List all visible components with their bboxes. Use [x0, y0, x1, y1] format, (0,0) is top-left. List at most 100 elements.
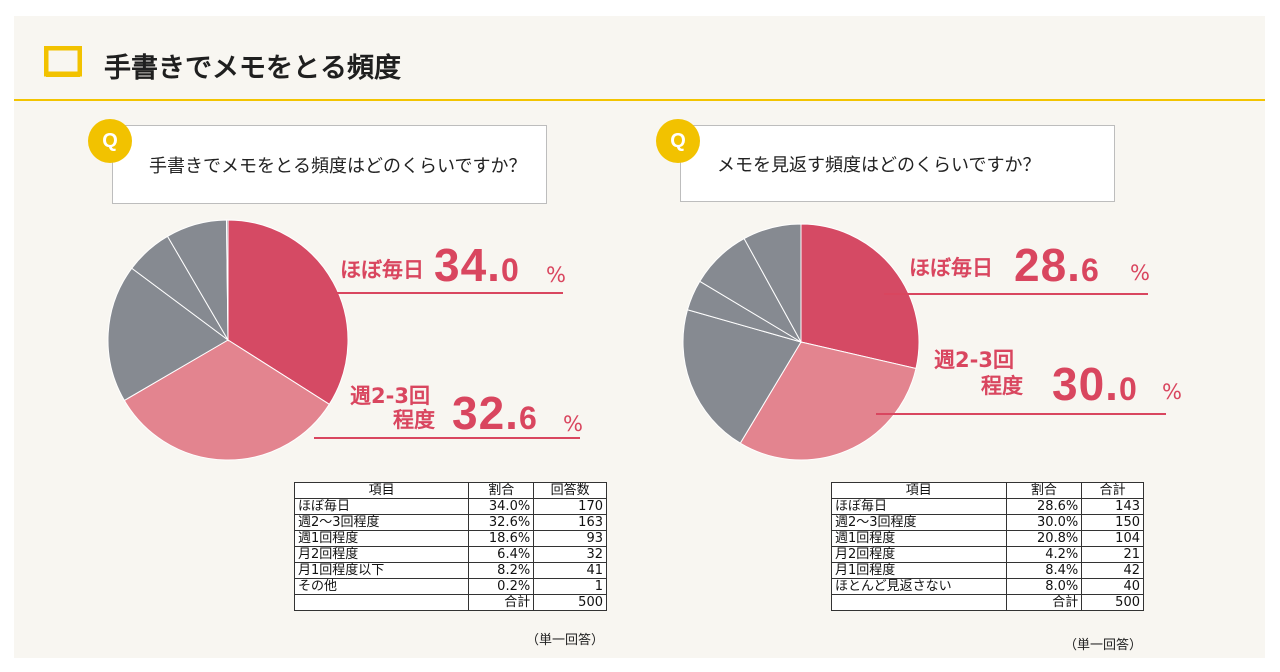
table-cell: 163: [533, 514, 607, 531]
table-cell: 30.0%: [1005, 514, 1083, 531]
table-total-value: 500: [533, 594, 607, 611]
left-highlight2-dec: 6: [518, 400, 537, 436]
table-cell: ほぼ毎日: [831, 498, 1007, 515]
pie-slice-1: [800, 223, 920, 370]
left-highlight2-value: 32.6: [452, 386, 537, 440]
pie-slice-3: [682, 309, 802, 444]
table-row: その他 0.2% 1: [293, 578, 607, 595]
right-question-text: メモを見返す頻度はどのくらいですか？: [717, 154, 1041, 176]
table-cell: 93: [533, 530, 607, 547]
table-cell: 4.2%: [1005, 546, 1083, 563]
table-row: 週2～3回程度 32.6% 163: [293, 514, 607, 531]
table-cell: 0.2%: [468, 578, 535, 595]
table-cell: その他: [293, 578, 470, 595]
table-row: 週1回程度 20.8% 104: [831, 530, 1144, 547]
right-table-header: 項目: [831, 482, 1007, 499]
table-total-label: 合計: [468, 594, 535, 611]
infographic-canvas: 手書きでメモをとる頻度 手書きでメモをとる頻度はどのくらいですか？ Q ほぼ毎日…: [14, 16, 1265, 658]
right-highlight2-label-line2: 程度: [981, 374, 1023, 398]
table-total-row: 合計 500: [831, 594, 1144, 611]
left-highlight1-int: 34.: [434, 239, 501, 291]
pie-slice-1: [227, 219, 349, 405]
table-cell-empty: [831, 594, 1007, 611]
right-highlight2-line: [876, 413, 1166, 415]
left-highlight1-line: [336, 292, 563, 294]
left-highlight1-value: 34.0: [434, 238, 519, 292]
table-cell: 月2回程度: [831, 546, 1007, 563]
table-total-value: 500: [1081, 594, 1144, 611]
pie-slice-3: [107, 267, 229, 402]
right-highlight1-line: [884, 293, 1148, 295]
left-q-badge: Q: [88, 119, 132, 163]
left-data-table: 項目 割合 回答数 ほぼ毎日 34.0% 170 週2～3回程度 32.6% 1…: [293, 482, 607, 611]
table-cell: 8.0%: [1005, 578, 1083, 595]
table-cell: 6.4%: [468, 546, 535, 563]
left-highlight1-label: ほぼ毎日: [340, 258, 424, 282]
right-highlight1-value: 28.6: [1014, 238, 1099, 292]
page-title: 手書きでメモをとる頻度: [104, 53, 401, 84]
right-highlight2-value: 30.0: [1052, 357, 1137, 411]
left-highlight2-label-line2: 程度: [393, 408, 435, 432]
table-cell: 40: [1081, 578, 1144, 595]
table-cell: 月1回程度: [831, 562, 1007, 579]
table-cell: 32: [533, 546, 607, 563]
right-highlight1-int: 28.: [1014, 239, 1081, 291]
right-question-box: メモを見返す頻度はどのくらいですか？: [680, 125, 1115, 202]
table-cell: 104: [1081, 530, 1144, 547]
right-highlight2-dec: 0: [1118, 371, 1137, 407]
table-cell: 週2～3回程度: [831, 514, 1007, 531]
right-highlight2-unit: %: [1162, 380, 1182, 404]
pie-slice-2: [739, 341, 917, 461]
right-highlight1-label: ほぼ毎日: [909, 256, 993, 280]
right-pie-chart: [682, 223, 920, 461]
table-cell: 42: [1081, 562, 1144, 579]
table-cell: 週2～3回程度: [293, 514, 470, 531]
table-cell: 143: [1081, 498, 1144, 515]
table-row: 月1回程度 8.4% 42: [831, 562, 1144, 579]
right-data-table: 項目 割合 合計 ほぼ毎日 28.6% 143 週2～3回程度 30.0% 15…: [831, 482, 1144, 611]
table-cell: 月1回程度以下: [293, 562, 470, 579]
right-highlight1-unit: %: [1130, 261, 1150, 285]
left-highlight2-unit: %: [563, 412, 583, 436]
table-cell: 28.6%: [1005, 498, 1083, 515]
right-table-header: 合計: [1081, 482, 1144, 499]
right-highlight1-dec: 6: [1080, 252, 1099, 288]
table-cell: 8.4%: [1005, 562, 1083, 579]
right-highlight2-label-line1: 週2-3回: [934, 348, 1014, 372]
left-table-header: 割合: [468, 482, 535, 499]
table-cell: 週1回程度: [293, 530, 470, 547]
left-highlight2-label-line1: 週2-3回: [350, 384, 430, 408]
table-total-label: 合計: [1005, 594, 1083, 611]
left-highlight1-unit: %: [546, 263, 566, 287]
table-cell: 170: [533, 498, 607, 515]
table-cell: 41: [533, 562, 607, 579]
table-cell: 8.2%: [468, 562, 535, 579]
table-cell: 週1回程度: [831, 530, 1007, 547]
left-highlight2-int: 32.: [452, 387, 519, 439]
left-question-text: 手書きでメモをとる頻度はどのくらいですか？: [149, 155, 527, 177]
left-highlight1-dec: 0: [500, 252, 519, 288]
left-question-box: 手書きでメモをとる頻度はどのくらいですか？: [112, 125, 547, 204]
table-row: 月1回程度以下 8.2% 41: [293, 562, 607, 579]
table-row: 週1回程度 18.6% 93: [293, 530, 607, 547]
right-highlight2-int: 30.: [1052, 358, 1119, 410]
table-cell: 34.0%: [468, 498, 535, 515]
pie-slice-6: [743, 223, 802, 343]
table-row: ほぼ毎日 28.6% 143: [831, 498, 1144, 515]
table-row: ほぼ毎日 34.0% 170: [293, 498, 607, 515]
right-q-badge: Q: [656, 119, 700, 163]
left-table-header: 項目: [293, 482, 470, 499]
table-row: 月2回程度 4.2% 21: [831, 546, 1144, 563]
page-header: 手書きでメモをとる頻度: [14, 16, 1265, 100]
left-pie-chart: [107, 219, 349, 461]
header-divider: [14, 99, 1265, 101]
left-table-header: 回答数: [533, 482, 607, 499]
note-icon: [44, 46, 82, 77]
table-row: 週2～3回程度 30.0% 150: [831, 514, 1144, 531]
pie-slice-2: [123, 339, 331, 461]
table-cell: 1: [533, 578, 607, 595]
table-row: ほとんど見返さない 8.0% 40: [831, 578, 1144, 595]
table-cell: ほぼ毎日: [293, 498, 470, 515]
table-cell: 150: [1081, 514, 1144, 531]
table-cell: 月2回程度: [293, 546, 470, 563]
